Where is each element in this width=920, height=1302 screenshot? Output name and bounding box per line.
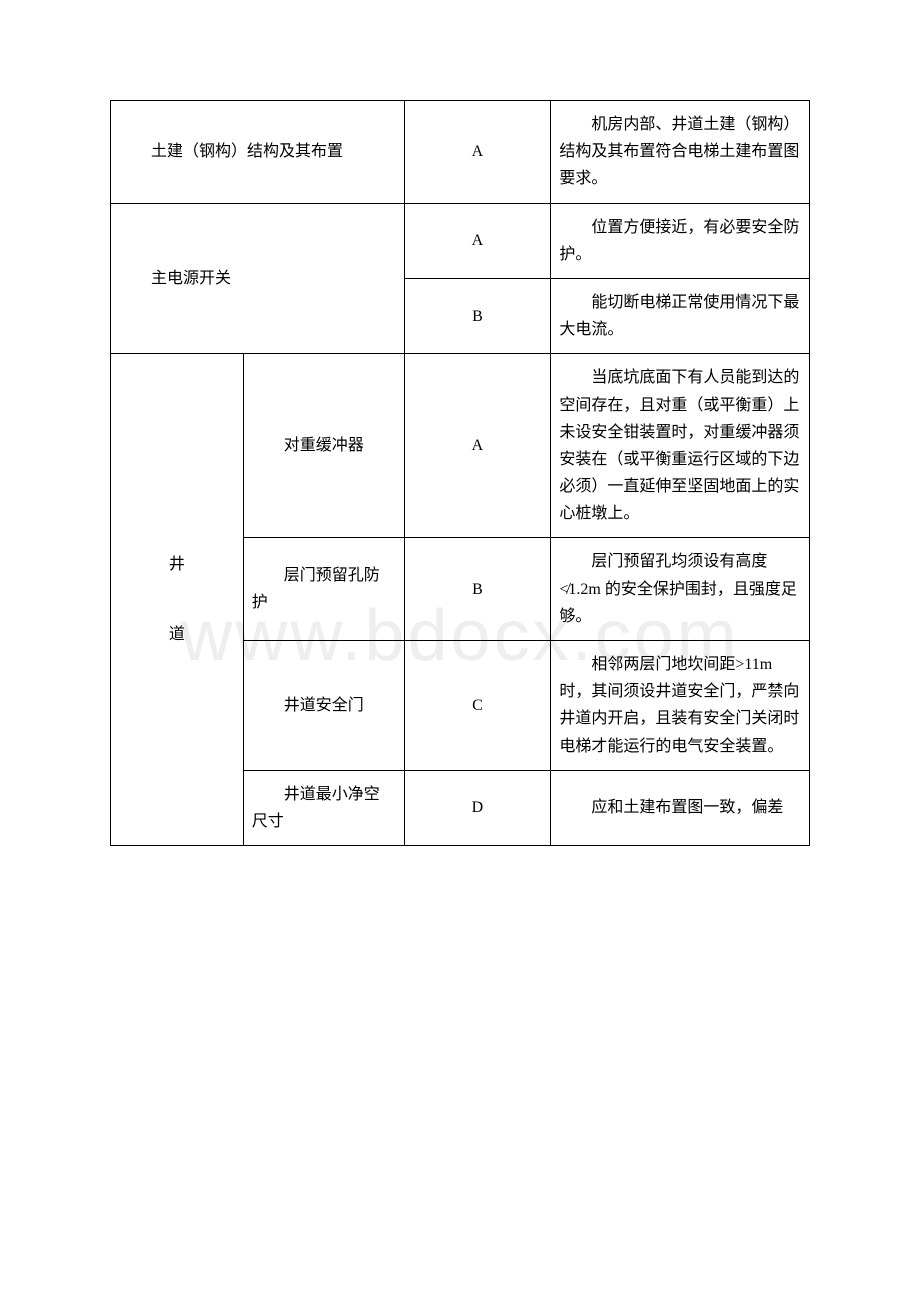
- item-cell: 对重缓冲器: [243, 354, 404, 538]
- table-row: 井道 对重缓冲器 A 当底坑底面下有人员能到达的空间存在，且对重（或平衡重）上未…: [111, 354, 810, 538]
- item-cell: 层门预留孔防护: [243, 538, 404, 641]
- category-cell: 井道: [111, 354, 244, 846]
- desc-cell: 当底坑底面下有人员能到达的空间存在，且对重（或平衡重）上未设安全钳装置时，对重缓…: [551, 354, 810, 538]
- desc-cell: 层门预留孔均须设有高度≮1.2m 的安全保护围封，且强度足够。: [551, 538, 810, 641]
- code-cell: C: [404, 641, 551, 771]
- desc-cell: 机房内部、井道土建（钢构）结构及其布置符合电梯土建布置图要求。: [551, 101, 810, 204]
- code-cell: A: [404, 101, 551, 204]
- table-row: 主电源开关 A 位置方便接近，有必要安全防护。: [111, 203, 810, 278]
- table-row: 土建（钢构）结构及其布置 A 机房内部、井道土建（钢构）结构及其布置符合电梯土建…: [111, 101, 810, 204]
- code-cell: B: [404, 278, 551, 353]
- code-cell: B: [404, 538, 551, 641]
- code-cell: D: [404, 770, 551, 845]
- category-label: 井道: [169, 556, 185, 643]
- item-cell: 井道安全门: [243, 641, 404, 771]
- desc-cell: 应和土建布置图一致，偏差: [551, 770, 810, 845]
- item-cell: 井道最小净空尺寸: [243, 770, 404, 845]
- desc-cell: 位置方便接近，有必要安全防护。: [551, 203, 810, 278]
- code-cell: A: [404, 354, 551, 538]
- item-cell: 土建（钢构）结构及其布置: [111, 101, 405, 204]
- item-cell: 主电源开关: [111, 203, 405, 354]
- desc-cell: 相邻两层门地坎间距>11m时，其间须设井道安全门，严禁向井道内开启，且装有安全门…: [551, 641, 810, 771]
- desc-cell: 能切断电梯正常使用情况下最大电流。: [551, 278, 810, 353]
- inspection-table: 土建（钢构）结构及其布置 A 机房内部、井道土建（钢构）结构及其布置符合电梯土建…: [110, 100, 810, 846]
- page-content: 土建（钢构）结构及其布置 A 机房内部、井道土建（钢构）结构及其布置符合电梯土建…: [110, 100, 810, 846]
- code-cell: A: [404, 203, 551, 278]
